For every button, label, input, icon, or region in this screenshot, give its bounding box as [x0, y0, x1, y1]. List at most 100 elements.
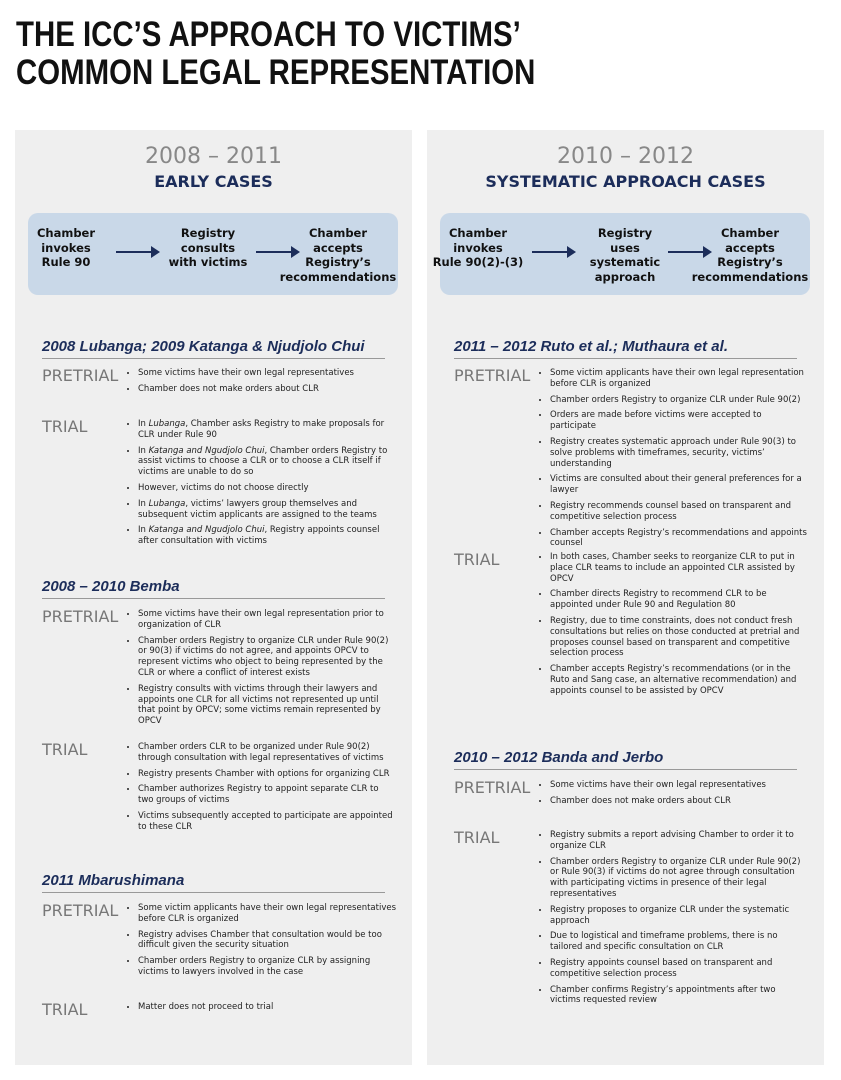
bullet-text: Chamber directs Registry to recommend CL… [550, 589, 767, 611]
bullet-text: Chamber does not make orders about CLR [138, 383, 319, 394]
bullet-text: Some victim applicants have their own le… [550, 368, 804, 389]
bullet: Chamber orders Registry to organize CLR … [550, 395, 808, 406]
bullet-text: Chamber orders Registry to organize CLR … [550, 856, 801, 899]
step-line: invokes [453, 240, 503, 255]
step-line: approach [594, 269, 656, 284]
arrow [256, 246, 300, 258]
bullet-text: , Chamber asks Registry to make proposal… [138, 419, 385, 440]
bullet: Registry recommends counsel based on tra… [550, 501, 808, 523]
step-line: uses [610, 240, 640, 255]
bullet: Some victims have their own legal repres… [550, 780, 808, 791]
process-step: Registry uses systematic approach [575, 226, 675, 284]
bullet-text: Registry consults with victims through t… [138, 683, 381, 727]
bullet-text: , Registry appoints counsel after consul… [138, 525, 380, 547]
bullet-text: Some victims have their own legal repres… [138, 609, 384, 630]
bullet: In Lubanga, victims’ lawyers group thems… [138, 499, 396, 521]
bullet-text: Registry, due to time constraints, does … [550, 615, 800, 659]
bullet-text: In [138, 498, 149, 509]
bullet: Some victims have their own legal repres… [138, 368, 396, 379]
case-title: 2010 – 2012 Banda and Jerbo [454, 749, 797, 770]
bullet: Some victim applicants have their own le… [138, 903, 396, 925]
phase-label: PRETRIAL [42, 607, 119, 626]
bullet: Chamber does not make orders about CLR [550, 796, 808, 807]
process-flow: Chamber invokes Rule 90 Registry consults wit… [28, 213, 398, 295]
bullet: Chamber authorizes Registry to appoint s… [138, 784, 396, 806]
bullet-text: Some victims have their own legal repres… [138, 368, 354, 378]
bullet-text: Orders are made before victims were acce… [550, 410, 762, 432]
bullet-list: Chamber orders CLR to be organized under… [127, 742, 396, 838]
bullet-text: Registry advises Chamber that consultati… [138, 929, 382, 951]
bullet-text: Chamber confirms Registry’s appointments… [550, 984, 776, 1006]
step-line: recommendations [279, 269, 397, 284]
step-line: invokes [41, 240, 91, 255]
arrow [116, 246, 160, 258]
step-line: Chamber [720, 226, 780, 240]
bullet-text: Chamber does not make orders about CLR [550, 795, 731, 806]
column-subtitle: SYSTEMATIC APPROACH CASES [485, 172, 766, 191]
process-flow: Chamber invokes Rule 90(2)-(3) Registry uses… [433, 213, 810, 295]
bullet-text: In both cases, Chamber seeks to reorgani… [550, 552, 795, 584]
case-title: 2008 Lubanga; 2009 Katanga & Njudjolo Ch… [42, 338, 385, 359]
bullet: Registry creates systematic approach und… [550, 437, 808, 469]
bullet-text: Some victim applicants have their own le… [138, 903, 397, 924]
bullet-text: Registry submits a report advising Chamb… [550, 830, 794, 851]
bullet-text: However, victims do not choose directly [138, 482, 309, 493]
bullet-text: Chamber authorizes Registry to appoint s… [138, 784, 379, 806]
case-title: 2011 – 2012 Ruto et al.; Muthaura et al. [454, 338, 797, 359]
step-line: consults [180, 240, 236, 255]
phase-label: TRIAL [42, 417, 88, 436]
bullet: Victims subsequently accepted to partici… [138, 811, 396, 833]
bullet-text: Chamber orders CLR to be organized under… [138, 742, 384, 763]
bullet: In both cases, Chamber seeks to reorgani… [550, 552, 808, 584]
column-panel: 2008 – 2011 EARLY CASES Chamber invokes Rule… [15, 130, 412, 1065]
title-line: THE ICC’S APPROACH TO VICTIMS’ [16, 15, 521, 54]
years: 2010 – 2012 [557, 144, 694, 169]
bullet: Registry proposes to organize CLR under … [550, 905, 808, 927]
bullet: Registry submits a report advising Chamb… [550, 830, 808, 852]
phase-label: TRIAL [42, 740, 88, 759]
bullet-text: In [138, 525, 149, 536]
step-line: Chamber [308, 226, 368, 240]
process-step: Chamber invokes Rule 90(2)-(3) [428, 226, 528, 270]
step-line: Rule 90(2)-(3) [432, 255, 524, 269]
bullet: In Katanga and Ngudjolo Chui, Registry a… [138, 525, 396, 547]
phase-label: PRETRIAL [454, 366, 531, 385]
column-subtitle: EARLY CASES [154, 172, 273, 191]
bullet: Some victims have their own legal repres… [138, 609, 396, 631]
bullet-list: Matter does not proceed to trial [127, 1002, 396, 1018]
case-title: 2008 – 2010 Bemba [42, 578, 385, 599]
bullet: Chamber does not make orders about CLR [138, 384, 396, 395]
step-line: Chamber [36, 226, 96, 240]
bullet: Registry appoints counsel based on trans… [550, 958, 808, 980]
bullet-list: In both cases, Chamber seeks to reorgani… [539, 552, 808, 702]
step-line: Rule 90 [41, 255, 91, 269]
bullet: Chamber orders Registry to organize CLR … [550, 857, 808, 900]
phase-label: PRETRIAL [42, 366, 119, 385]
arrow [668, 246, 712, 258]
bullet: Registry, due to time constraints, does … [550, 616, 808, 659]
title-line: COMMON LEGAL REPRESENTATION [16, 53, 536, 92]
bullet-text: Chamber orders Registry to organize CLR … [550, 394, 801, 405]
step-line: systematic [589, 255, 661, 269]
step-line: Registry [180, 226, 236, 240]
bullet-text: Chamber accepts Registry’s recommendatio… [550, 527, 807, 549]
bullet: Some victim applicants have their own le… [550, 368, 808, 390]
bullet-text: Registry presents Chamber with options f… [138, 768, 390, 779]
bullet-text: Katanga and Ngudjolo Chui [148, 525, 265, 536]
bullet: Chamber confirms Registry’s appointments… [550, 985, 808, 1007]
bullet-text: , Chamber orders Registry to assist vict… [138, 445, 388, 478]
bullet-text: Registry recommends counsel based on tra… [550, 500, 792, 522]
bullet: Registry presents Chamber with options f… [138, 769, 396, 780]
bullet: In Katanga and Ngudjolo Chui, Chamber or… [138, 446, 396, 478]
step-line: with victims [168, 255, 248, 269]
phase-label: PRETRIAL [454, 778, 531, 797]
bullet-text: Victims are consulted about their genera… [550, 474, 802, 496]
step-line: Chamber [448, 226, 508, 240]
bullet: Registry consults with victims through t… [138, 684, 396, 727]
phase-label: TRIAL [42, 1000, 88, 1019]
column-panel: 2010 – 2012 SYSTEMATIC APPROACH CASES Cham… [427, 130, 824, 1065]
bullet-list: Some victim applicants have their own le… [127, 903, 396, 983]
bullet: Orders are made before victims were acce… [550, 410, 808, 432]
bullet: Chamber orders Registry to organize CLR … [138, 636, 396, 679]
